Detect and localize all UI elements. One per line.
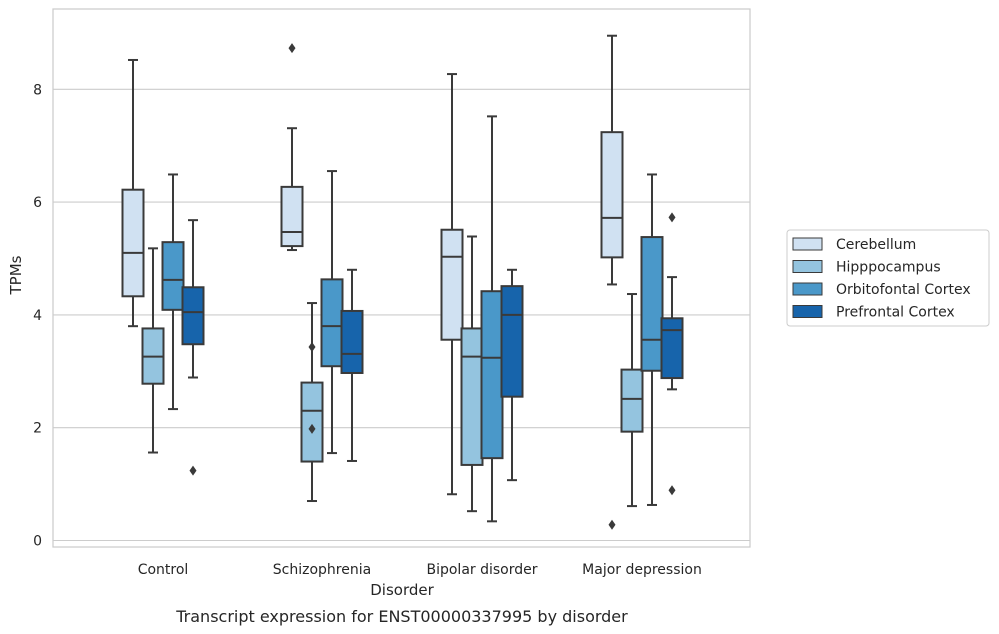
plot-frame xyxy=(52,8,751,548)
y-tick-label-0: 0 xyxy=(33,534,42,550)
box-3-3 xyxy=(660,212,684,496)
legend-swatch-2 xyxy=(792,282,823,296)
box-1-3 xyxy=(620,293,644,508)
x-tick-label-1: Schizophrenia xyxy=(273,562,371,578)
legend-swatch-0 xyxy=(792,237,823,251)
box-iqr xyxy=(161,241,185,311)
x-tick-label-3: Major depression xyxy=(582,562,702,578)
legend-swatch-1 xyxy=(792,260,823,273)
x-axis-label: Disorder xyxy=(370,581,434,599)
gridlines xyxy=(53,88,750,542)
legend-label-1: Hipppocampus xyxy=(836,260,941,276)
y-tick-label-1: 2 xyxy=(33,421,42,437)
box-0-3 xyxy=(600,34,624,530)
box-iqr xyxy=(340,309,364,374)
x-tick-label-0: Control xyxy=(138,562,189,578)
box-iqr xyxy=(620,368,644,433)
box-2-0 xyxy=(161,173,185,411)
box-iqr xyxy=(181,286,205,346)
box-iqr xyxy=(121,188,145,298)
plot-area xyxy=(121,34,684,530)
outlier-point-0 xyxy=(308,342,316,353)
box-1-0 xyxy=(141,247,165,454)
box-2-3 xyxy=(640,173,664,506)
y-axis-label: TPMs xyxy=(7,255,25,295)
outlier-point-0 xyxy=(288,43,296,54)
box-3-1 xyxy=(340,268,364,462)
box-1-1 xyxy=(300,302,324,503)
y-axis-ticks: 0 2 4 6 8 xyxy=(33,82,42,549)
box-2-2 xyxy=(480,115,504,523)
outlier-point-1 xyxy=(668,485,676,496)
box-iqr xyxy=(440,228,464,341)
box-iqr xyxy=(640,236,664,372)
legend-label-0: Cerebellum xyxy=(836,237,916,253)
box-iqr xyxy=(660,317,684,380)
box-3-2 xyxy=(500,268,524,482)
x-tick-label-2: Bipolar disorder xyxy=(426,562,537,578)
outlier-point-1 xyxy=(308,423,316,434)
box-0-1 xyxy=(280,43,304,252)
legend: Cerebellum Hipppocampus Orbitofontal Corte… xyxy=(786,229,990,327)
box-iqr xyxy=(480,290,504,460)
box-3-0 xyxy=(181,219,205,476)
outlier-point-0 xyxy=(668,212,676,223)
box-iqr xyxy=(460,327,484,466)
legend-label-2: Orbitofontal Cortex xyxy=(836,282,971,298)
box-iqr xyxy=(300,381,324,463)
x-axis-ticks: Control Schizophrenia Bipolar disorder Majo… xyxy=(138,562,702,578)
y-tick-label-4: 8 xyxy=(33,82,42,98)
box-iqr xyxy=(600,131,624,259)
box-iqr xyxy=(280,185,304,248)
box-0-2 xyxy=(440,73,464,496)
legend-frame xyxy=(786,229,990,327)
y-tick-label-3: 6 xyxy=(33,195,42,211)
legend-swatch-3 xyxy=(792,305,823,318)
box-iqr xyxy=(320,278,344,368)
y-tick-label-2: 4 xyxy=(33,308,42,324)
figure-caption: Transcript expression for ENST0000033799… xyxy=(175,607,628,626)
legend-label-3: Prefrontal Cortex xyxy=(836,305,955,321)
box-0-0 xyxy=(121,58,145,328)
outlier-point-0 xyxy=(608,519,616,530)
outlier-point-0 xyxy=(189,465,197,476)
box-iqr xyxy=(500,285,524,398)
